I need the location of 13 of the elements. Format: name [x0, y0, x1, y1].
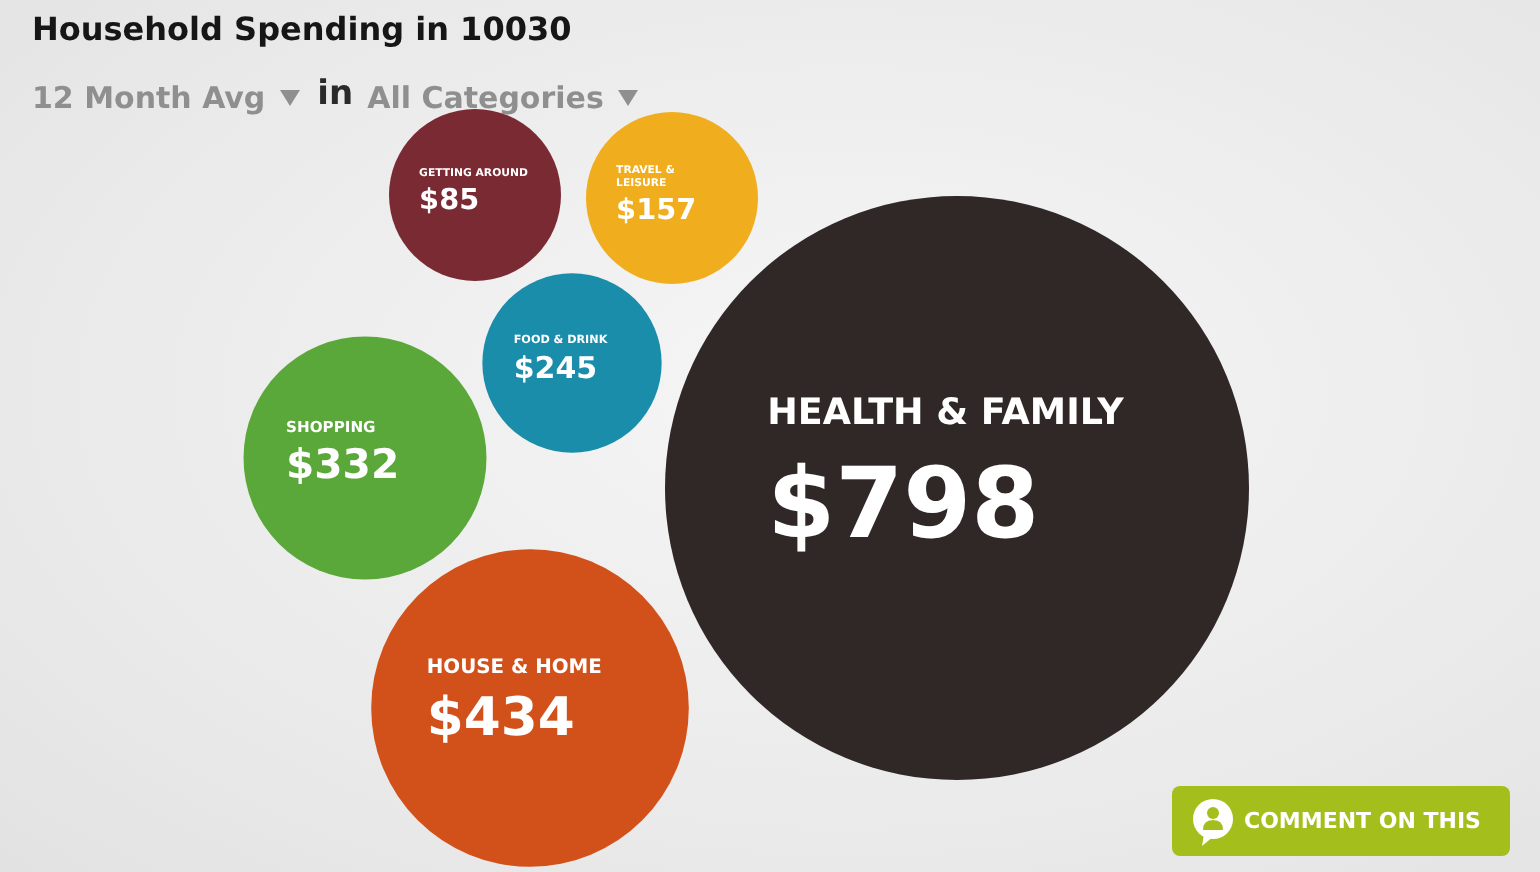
data-label: $245 [513, 349, 598, 386]
data-label: $798 [767, 446, 1040, 561]
text: All Categories [367, 78, 604, 118]
text: 12 Month Avg [32, 78, 266, 118]
data-label: $332 [286, 440, 400, 489]
text: Household Spending in 10030 [32, 10, 572, 50]
text: in [317, 74, 354, 114]
category-label: HOUSE & HOME [426, 657, 603, 680]
data-label: $157 [616, 195, 697, 228]
category-label: HEALTH & FAMILY [767, 392, 1126, 435]
data-label: $434 [426, 686, 575, 749]
data-label: $85 [419, 185, 480, 218]
text: COMMENT ON THIS [1244, 808, 1481, 834]
